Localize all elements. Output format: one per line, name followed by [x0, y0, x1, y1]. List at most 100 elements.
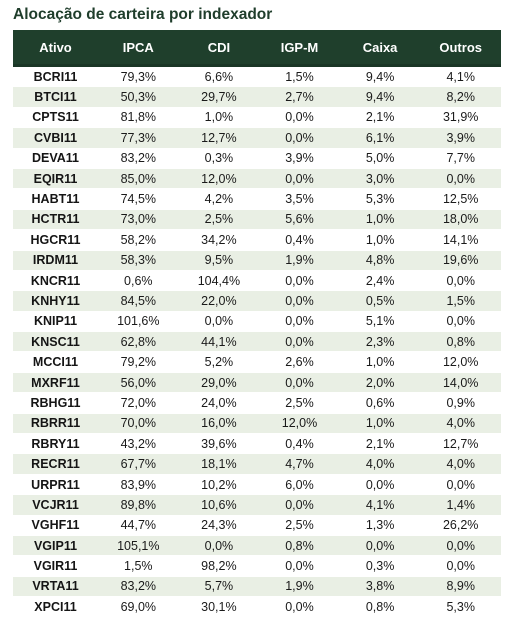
igpm-cell: 12,0%	[259, 413, 340, 435]
caixa-cell: 5,1%	[339, 311, 421, 333]
table-row: EQIR11 85,0% 12,0% 0,0% 3,0% 0,0%	[13, 168, 501, 190]
igpm-cell: 3,5%	[259, 188, 340, 210]
ipca-cell: 74,5%	[98, 188, 179, 210]
cdi-cell: 5,2%	[178, 351, 260, 373]
igpm-cell: 2,7%	[259, 86, 340, 108]
igpm-cell: 0,4%	[259, 433, 340, 455]
outros-cell: 12,0%	[420, 351, 501, 373]
cdi-cell: 39,6%	[178, 433, 260, 455]
ipca-cell: 83,2%	[98, 148, 179, 169]
ticker-cell: MXRF11	[13, 372, 98, 394]
igpm-cell: 5,6%	[259, 209, 340, 231]
header-caixa: Caixa	[339, 30, 421, 67]
table-row: KNCR11 0,6% 104,4% 0,0% 2,4% 0,0%	[13, 270, 501, 292]
ticker-cell: VRTA11	[13, 576, 98, 598]
ticker-cell: HCTR11	[13, 209, 98, 231]
table-row: XPCI11 69,0% 30,1% 0,0% 0,8% 5,3%	[13, 596, 501, 618]
igpm-cell: 0,0%	[259, 107, 340, 129]
outros-cell: 14,0%	[420, 372, 501, 394]
cdi-cell: 104,4%	[178, 270, 260, 292]
outros-cell: 0,0%	[420, 535, 501, 557]
outros-cell: 3,9%	[420, 127, 501, 149]
igpm-cell: 0,0%	[259, 290, 340, 312]
ticker-cell: BTCI11	[13, 86, 98, 108]
outros-cell: 0,0%	[420, 168, 501, 190]
caixa-cell: 1,0%	[339, 413, 421, 435]
igpm-cell: 0,8%	[259, 535, 340, 557]
ticker-cell: CPTS11	[13, 107, 98, 129]
cdi-cell: 2,5%	[178, 209, 260, 231]
igpm-cell: 0,0%	[259, 168, 340, 190]
outros-cell: 0,9%	[420, 392, 501, 414]
igpm-cell: 1,9%	[259, 250, 340, 271]
ipca-cell: 83,2%	[98, 576, 179, 598]
caixa-cell: 6,1%	[339, 127, 421, 149]
ipca-cell: 81,8%	[98, 107, 179, 129]
outros-cell: 4,1%	[420, 65, 501, 88]
igpm-cell: 1,5%	[259, 65, 340, 88]
header-igpm: IGP-M	[259, 30, 340, 67]
cdi-cell: 12,0%	[178, 168, 260, 190]
ticker-cell: CVBI11	[13, 127, 98, 149]
table-row: KNSC11 62,8% 44,1% 0,0% 2,3% 0,8%	[13, 331, 501, 353]
caixa-cell: 2,4%	[339, 270, 421, 292]
table-body: BCRI11 79,3% 6,6% 1,5% 9,4% 4,1% BTCI11 50,3% 29…	[13, 65, 501, 618]
header-ativo: Ativo	[13, 30, 98, 67]
cdi-cell: 0,0%	[178, 311, 260, 333]
outros-cell: 0,0%	[420, 270, 501, 292]
cdi-cell: 10,2%	[178, 474, 260, 496]
igpm-cell: 0,0%	[259, 270, 340, 292]
outros-cell: 5,3%	[420, 596, 501, 618]
ticker-cell: MCCI11	[13, 351, 98, 373]
ticker-cell: URPR11	[13, 474, 98, 496]
table-row: RBRY11 43,2% 39,6% 0,4% 2,1% 12,7%	[13, 433, 501, 455]
caixa-cell: 2,3%	[339, 331, 421, 353]
caixa-cell: 2,1%	[339, 107, 421, 129]
caixa-cell: 0,6%	[339, 392, 421, 414]
caixa-cell: 0,8%	[339, 596, 421, 618]
caixa-cell: 1,3%	[339, 515, 421, 536]
ticker-cell: KNHY11	[13, 290, 98, 312]
outros-cell: 12,7%	[420, 433, 501, 455]
cdi-cell: 18,1%	[178, 453, 260, 475]
table-row: VGIP11 105,1% 0,0% 0,8% 0,0% 0,0%	[13, 535, 501, 557]
cdi-cell: 16,0%	[178, 413, 260, 435]
table-row: HCTR11 73,0% 2,5% 5,6% 1,0% 18,0%	[13, 209, 501, 231]
igpm-cell: 0,4%	[259, 229, 340, 251]
ipca-cell: 58,2%	[98, 229, 179, 251]
outros-cell: 0,0%	[420, 555, 501, 577]
outros-cell: 1,5%	[420, 290, 501, 312]
cdi-cell: 12,7%	[178, 127, 260, 149]
ipca-cell: 85,0%	[98, 168, 179, 190]
ticker-cell: EQIR11	[13, 168, 98, 190]
ipca-cell: 69,0%	[98, 596, 179, 618]
caixa-cell: 4,1%	[339, 494, 421, 516]
ticker-cell: BCRI11	[13, 65, 98, 88]
ipca-cell: 79,3%	[98, 65, 179, 88]
header-ipca: IPCA	[98, 30, 179, 67]
table-row: VGIR11 1,5% 98,2% 0,0% 0,3% 0,0%	[13, 555, 501, 577]
header-row: Ativo IPCA CDI IGP-M Caixa Outros	[13, 30, 501, 67]
outros-cell: 26,2%	[420, 515, 501, 536]
ipca-cell: 58,3%	[98, 250, 179, 271]
caixa-cell: 0,5%	[339, 290, 421, 312]
caixa-cell: 1,0%	[339, 229, 421, 251]
caixa-cell: 3,8%	[339, 576, 421, 598]
cdi-cell: 6,6%	[178, 65, 260, 88]
outros-cell: 4,0%	[420, 453, 501, 475]
outros-cell: 7,7%	[420, 148, 501, 169]
outros-cell: 0,0%	[420, 311, 501, 333]
cdi-cell: 22,0%	[178, 290, 260, 312]
ipca-cell: 67,7%	[98, 453, 179, 475]
outros-cell: 0,8%	[420, 331, 501, 353]
table-header: Ativo IPCA CDI IGP-M Caixa Outros	[13, 30, 501, 67]
ipca-cell: 0,6%	[98, 270, 179, 292]
ipca-cell: 50,3%	[98, 86, 179, 108]
outros-cell: 8,2%	[420, 86, 501, 108]
ipca-cell: 44,7%	[98, 515, 179, 536]
table-row: HABT11 74,5% 4,2% 3,5% 5,3% 12,5%	[13, 188, 501, 210]
igpm-cell: 0,0%	[259, 494, 340, 516]
table-row: RBRR11 70,0% 16,0% 12,0% 1,0% 4,0%	[13, 413, 501, 435]
allocation-table: Ativo IPCA CDI IGP-M Caixa Outros BCRI11 79,3%…	[13, 30, 501, 618]
cdi-cell: 44,1%	[178, 331, 260, 353]
